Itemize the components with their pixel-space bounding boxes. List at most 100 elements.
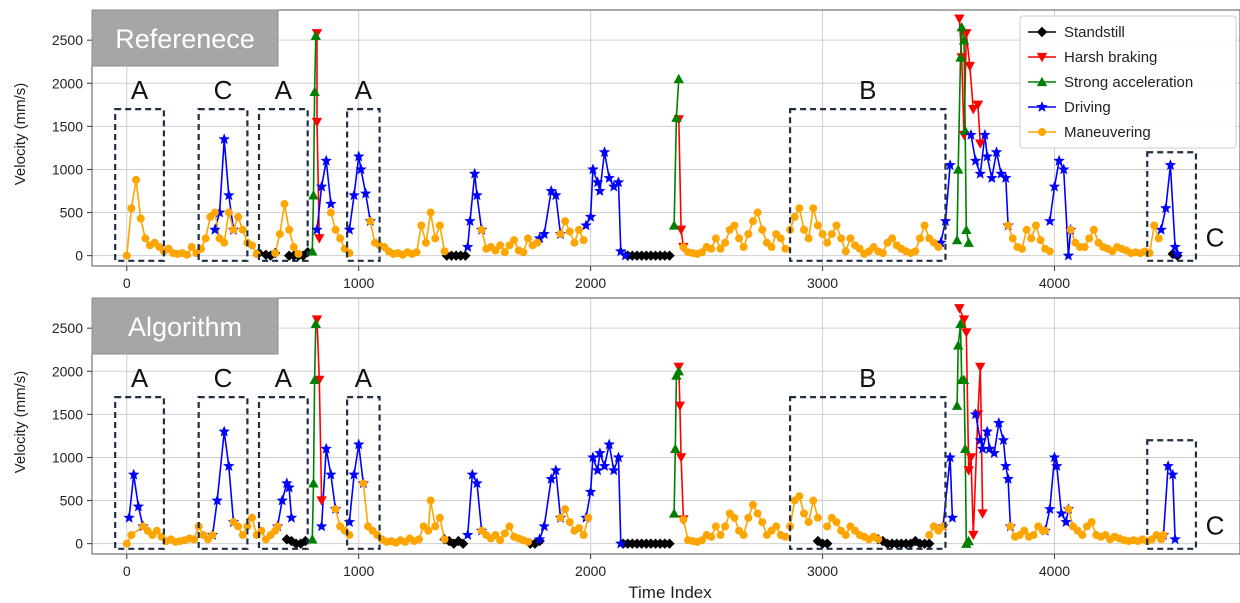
data-point [248,513,257,522]
region-label: C [214,75,233,105]
data-point [679,243,688,252]
data-point [462,529,474,540]
data-point [799,509,808,518]
data-point [579,236,588,245]
data-point [679,515,688,524]
data-point [716,244,725,253]
data-point [972,100,984,111]
data-point [1036,52,1048,63]
data-point [440,247,449,256]
data-point [308,478,319,488]
data-point [1080,243,1089,252]
data-point [603,438,615,450]
series-line-driving [348,443,365,523]
data-point [453,535,464,547]
y-tick-label: 2000 [52,363,83,379]
x-tick-label: 2000 [575,275,606,291]
data-point [795,492,804,501]
data-point [934,243,943,252]
data-point [132,500,145,512]
title-badge [91,9,279,67]
data-point [965,453,977,463]
series-line-maneuvering [1007,224,1051,253]
data-point [331,225,340,234]
region-box [197,396,249,550]
data-point [1167,468,1179,480]
data-point [668,508,680,518]
y-tick-label: 1500 [52,118,83,134]
data-point [311,223,323,235]
data-point [587,451,599,463]
data-point [314,375,325,386]
data-point [132,175,141,184]
series-line-strong-acceleration [311,35,317,252]
data-point [969,154,982,166]
data-point [355,163,367,175]
series-line-driving [466,473,483,536]
data-point [533,533,546,545]
data-point [920,221,929,230]
data-point [594,185,606,196]
data-point [1000,460,1012,471]
data-point [283,481,295,493]
panel-title: Referenece [115,24,255,54]
data-point [123,511,135,523]
data-point [325,468,337,480]
data-point [615,537,627,549]
data-point [310,318,322,329]
data-point [959,125,971,135]
region-box [114,108,165,262]
data-point [1066,225,1075,234]
data-point [951,400,963,410]
data-point [575,524,584,533]
data-point [229,225,238,234]
data-point [730,221,739,230]
data-point [958,34,970,45]
data-point [308,190,319,200]
data-point [905,538,916,549]
data-point [969,408,982,420]
data-point [988,447,1000,458]
data-point [965,129,977,140]
data-point [311,315,323,325]
data-point [491,246,500,255]
data-point [359,479,368,488]
data-point [946,511,959,523]
data-point [716,531,725,540]
data-point [1087,518,1096,527]
data-point [295,538,306,549]
region-label: C [214,363,233,393]
data-point [846,234,855,243]
series-line-driving [128,473,144,527]
data-point [353,150,365,162]
data-point [953,340,964,350]
data-point [804,518,813,527]
data-point [201,234,210,243]
data-point [730,513,739,522]
data-point [271,249,280,258]
data-point [315,180,328,192]
data-point [813,513,822,522]
data-point [1045,247,1054,256]
series-layer [122,304,1181,549]
region-box [788,108,947,262]
data-point [832,221,841,230]
data-point [471,189,483,201]
data-point [612,451,625,463]
data-point [673,366,684,376]
data-point [1053,154,1065,166]
data-point [524,234,533,243]
data-point [823,238,832,247]
data-point [309,86,320,97]
data-point [739,243,748,252]
legend-label: Driving [1064,99,1111,116]
data-point [1036,26,1048,38]
data-point [276,494,288,506]
data-point [964,61,976,72]
data-point [959,443,971,454]
data-point [612,176,625,188]
data-point [248,241,257,250]
data-point [1155,223,1167,235]
data-point [421,238,430,247]
data-point [968,530,979,541]
